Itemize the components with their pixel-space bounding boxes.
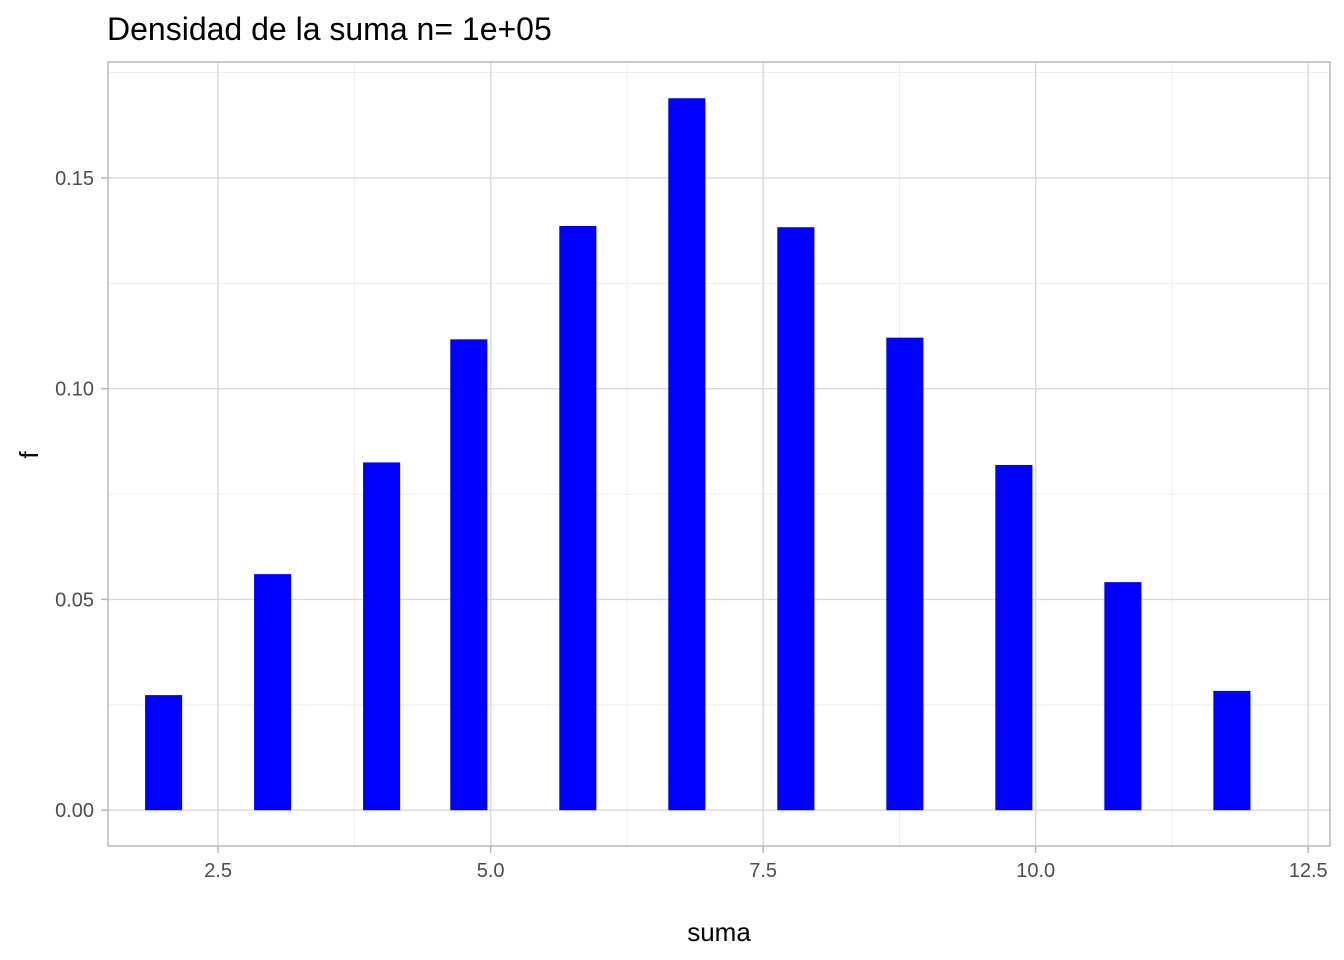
y-axis-ticks: 0.00 0.05 0.10 0.15 [55, 168, 108, 822]
x-tick-label: 10.0 [1016, 860, 1055, 882]
bar-suma-5 [450, 339, 488, 811]
x-tick-label: 5.0 [477, 860, 505, 882]
bar-suma-10 [995, 464, 1033, 811]
y-tick-label: 0.15 [55, 168, 94, 190]
bar-suma-6 [559, 225, 597, 811]
bar-suma-2 [145, 695, 183, 811]
major-gridlines [108, 62, 1330, 846]
bar-suma-8 [777, 227, 815, 811]
bar-suma-7 [668, 98, 706, 811]
minor-gridlines [108, 62, 1330, 846]
bar-suma-9 [886, 337, 924, 811]
y-tick-label: 0.10 [55, 379, 94, 401]
x-tick-label: 7.5 [749, 860, 777, 882]
bar-suma-11 [1104, 582, 1142, 811]
x-axis-title: suma [687, 917, 751, 947]
y-tick-label: 0.00 [55, 800, 94, 822]
plot-panel-border [107, 61, 1331, 847]
chart-title: Densidad de la suma n= 1e+05 [107, 11, 552, 47]
bar-suma-3 [254, 574, 292, 811]
bar-suma-4 [363, 462, 401, 811]
x-tick-label: 12.5 [1289, 860, 1328, 882]
x-axis-ticks: 2.5 5.0 7.5 10.0 12.5 [204, 846, 1328, 882]
bar-suma-12 [1213, 690, 1251, 811]
x-tick-label: 2.5 [204, 860, 232, 882]
y-axis-title: f [14, 451, 44, 459]
bars [145, 98, 1251, 811]
y-tick-label: 0.05 [55, 589, 94, 611]
